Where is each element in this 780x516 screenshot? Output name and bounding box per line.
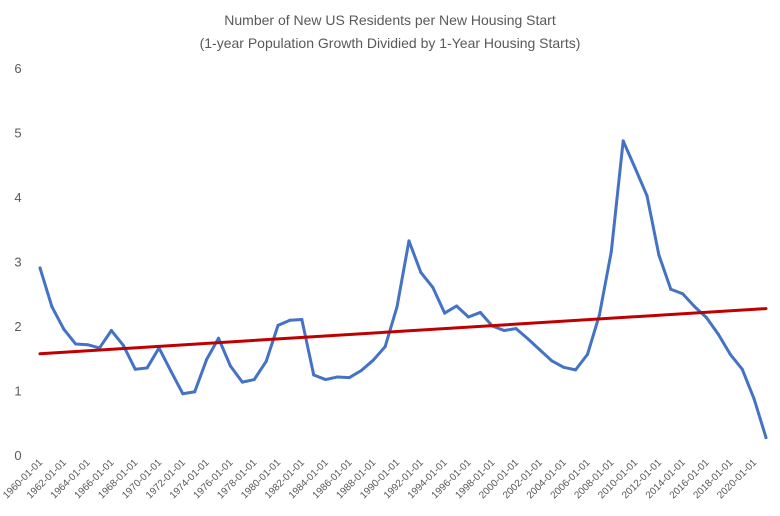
data-point: [359, 369, 363, 373]
data-point: [288, 318, 292, 322]
data-point: [693, 305, 697, 309]
y-tick-label: 1: [14, 384, 21, 399]
data-point: [300, 318, 304, 322]
data-point: [562, 365, 566, 369]
data-point: [740, 367, 744, 371]
data-point: [121, 343, 125, 347]
chart-title: Number of New US Residents per New Housi…: [224, 12, 556, 28]
data-point: [681, 292, 685, 296]
data-point: [657, 253, 661, 257]
data-point: [466, 315, 470, 319]
x-axis: 1960-01-011962-01-011964-01-011966-01-01…: [1, 457, 759, 501]
data-point: [574, 368, 578, 372]
data-point: [145, 366, 149, 370]
data-point: [609, 250, 613, 254]
data-point: [193, 390, 197, 394]
data-point: [86, 343, 90, 347]
data-point: [228, 364, 232, 368]
series-layer: [38, 139, 768, 440]
y-tick-label: 5: [14, 126, 21, 141]
data-point: [633, 166, 637, 170]
data-point: [252, 378, 256, 382]
data-point: [74, 342, 78, 346]
data-point: [371, 358, 375, 362]
data-point: [240, 380, 244, 384]
trend-line: [38, 307, 768, 356]
data-point: [38, 266, 42, 270]
data-point: [217, 336, 221, 340]
data-point: [133, 367, 137, 371]
data-point: [621, 139, 625, 143]
data-point: [383, 345, 387, 349]
data-point: [455, 304, 459, 308]
y-tick-label: 0: [14, 448, 21, 463]
data-point: [324, 378, 328, 382]
data-point: [728, 352, 732, 356]
data-point: [514, 327, 518, 331]
data-point: [169, 369, 173, 373]
chart-subtitle: (1-year Population Growth Dividied by 1-…: [199, 35, 581, 51]
data-point: [50, 305, 54, 309]
data-point: [550, 359, 554, 363]
data-point: [264, 359, 268, 363]
y-tick-label: 6: [14, 61, 21, 76]
data-point: [407, 239, 411, 243]
data-point: [645, 194, 649, 198]
data-point: [62, 327, 66, 331]
data-point: [205, 358, 209, 362]
series-line: [38, 139, 768, 440]
y-tick-label: 4: [14, 190, 21, 205]
data-point: [181, 392, 185, 396]
data-point: [585, 352, 589, 356]
data-point: [395, 305, 399, 309]
data-point: [109, 329, 113, 333]
data-point: [336, 375, 340, 379]
y-tick-label: 2: [14, 319, 21, 334]
data-point: [764, 436, 768, 440]
data-point: [312, 373, 316, 377]
data-point: [597, 313, 601, 317]
data-point: [419, 270, 423, 274]
data-point: [478, 310, 482, 314]
y-tick-label: 3: [14, 255, 21, 270]
data-point: [431, 285, 435, 289]
data-point: [443, 311, 447, 315]
data-point: [502, 329, 506, 333]
data-point: [526, 337, 530, 341]
data-point: [347, 376, 351, 380]
data-point: [752, 397, 756, 401]
y-axis: 0 1 2 3 4 5 6: [14, 61, 21, 463]
data-point: [704, 316, 708, 320]
data-point: [716, 332, 720, 336]
data-point: [538, 348, 542, 352]
data-point: [669, 287, 673, 291]
data-point: [276, 323, 280, 327]
